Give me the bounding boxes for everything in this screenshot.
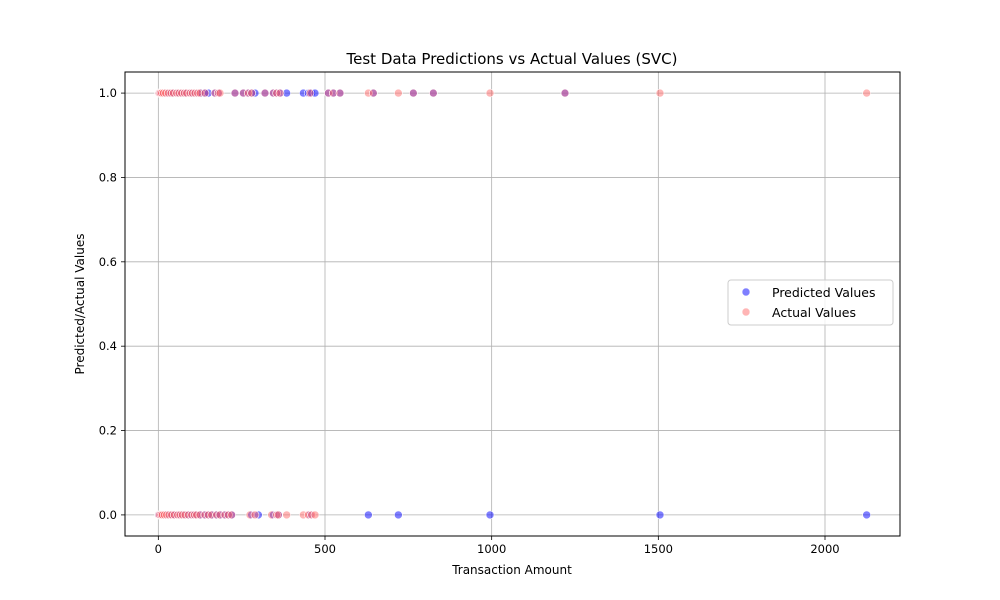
x-tick-label: 500 <box>314 542 336 556</box>
data-point <box>560 88 570 98</box>
x-tick-label: 1000 <box>477 542 506 556</box>
x-axis-label: Transaction Amount <box>451 563 572 577</box>
plot-frame <box>124 71 901 537</box>
data-point <box>260 88 270 98</box>
legend-label-actual: Actual Values <box>772 305 856 320</box>
data-point <box>230 88 240 98</box>
series-actual <box>154 88 871 520</box>
data-point <box>369 88 378 98</box>
data-point <box>305 88 315 98</box>
data-point <box>310 510 320 520</box>
chart-title: Test Data Predictions vs Actual Values (… <box>346 50 678 68</box>
y-tick-label: 0.4 <box>99 339 117 353</box>
y-axis-label: Predicted/Actual Values <box>73 234 87 375</box>
y-tick-label: 0.8 <box>99 170 117 184</box>
legend-box <box>727 279 894 326</box>
data-point <box>655 88 665 98</box>
x-tick-label: 2000 <box>810 542 839 556</box>
data-points <box>154 88 871 520</box>
data-point <box>394 510 403 520</box>
y-tick-label: 0.6 <box>99 255 117 269</box>
y-tick-label: 0.0 <box>99 508 117 522</box>
data-point <box>215 88 225 98</box>
data-point <box>429 88 438 98</box>
data-point <box>862 88 871 98</box>
data-point <box>227 510 236 520</box>
data-point <box>335 88 345 98</box>
data-point <box>409 88 418 98</box>
data-point <box>485 510 495 520</box>
data-point <box>200 88 210 98</box>
data-point <box>282 510 291 520</box>
legend-marker-predicted <box>741 287 751 297</box>
data-point <box>485 88 495 98</box>
data-point <box>862 510 871 520</box>
axis-ticks: 0 500 1000 1500 2000 0.0 0.2 0.4 0.6 0.8 1.0 <box>99 86 840 556</box>
data-point <box>394 88 403 98</box>
legend-label-predicted: Predicted Values <box>772 285 876 300</box>
legend-marker-actual <box>741 307 751 317</box>
data-point <box>275 88 285 98</box>
y-tick-label: 0.2 <box>99 424 117 438</box>
y-tick-label: 1.0 <box>99 86 117 100</box>
data-point <box>274 510 283 520</box>
x-tick-label: 1500 <box>644 542 673 556</box>
data-point <box>655 510 665 520</box>
data-point <box>250 510 260 520</box>
data-point <box>364 510 373 520</box>
x-tick-label: 0 <box>155 542 162 556</box>
data-point <box>247 88 256 98</box>
legend: Predicted Values Actual Values <box>727 279 894 326</box>
